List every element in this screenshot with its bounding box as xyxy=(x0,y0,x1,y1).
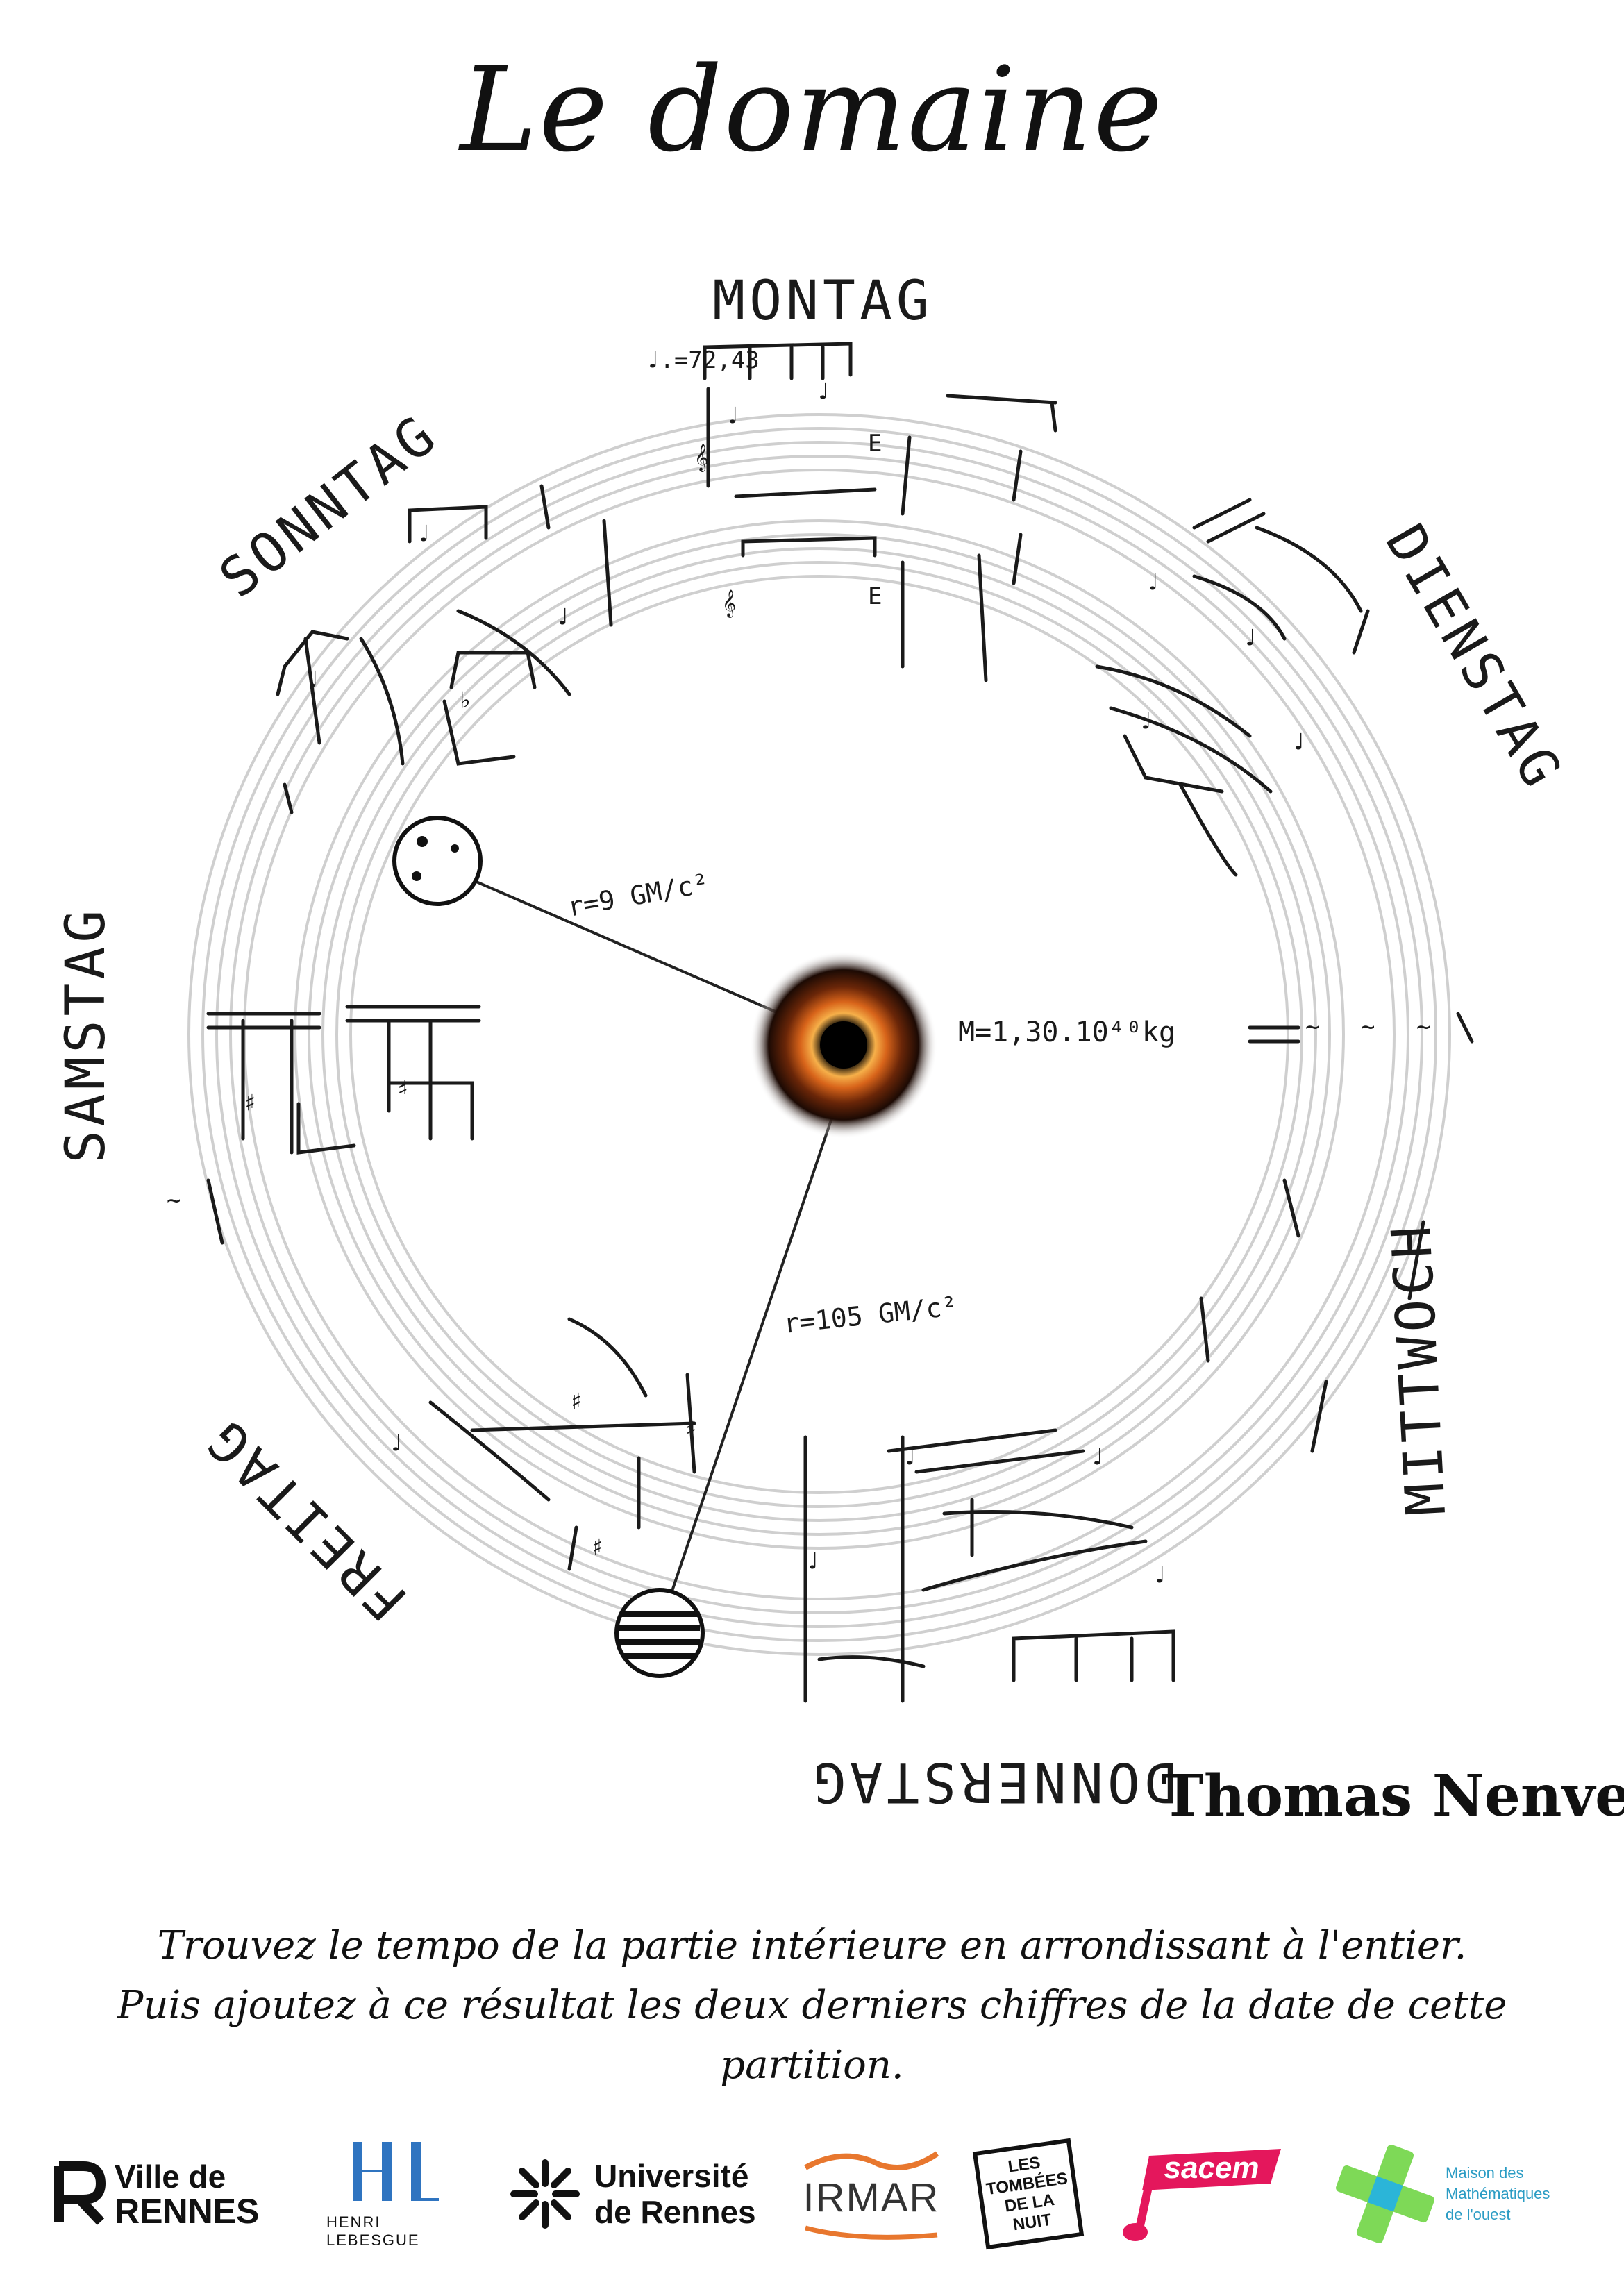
caption-line-2: Puis ajoutez à ce résultat les deux dern… xyxy=(117,1983,1507,2088)
svg-text:E: E xyxy=(868,583,882,610)
caption: Trouvez le tempo de la partie intérieure… xyxy=(42,1916,1582,2095)
logo-irmar: IRMAR xyxy=(795,2125,948,2263)
day-dienstag: DIENSTAG xyxy=(1373,514,1575,801)
svg-text:♯: ♯ xyxy=(396,1075,410,1103)
note-marks: ♩ ♩ E E 𝄞 𝄞 ♩ ♩ ♩ ♩ ~ ~ ~ ♩ ♩ ♩ ♩ ♯ ♯ ♯ ♩ ♯ ♯ ~ ♩ ♩ ♭… xyxy=(167,378,1430,1589)
logo-maison-des-mathematiques: Maison des Mathématiques de l'ouest xyxy=(1333,2125,1583,2263)
svg-text:♩: ♩ xyxy=(903,1443,916,1471)
svg-text:♩: ♩ xyxy=(555,603,569,631)
day-mittwoch: MITTWOCH xyxy=(1380,1220,1458,1517)
signature: Thomas Nenvet xyxy=(1162,1763,1624,1829)
svg-text:♩: ♩ xyxy=(726,402,739,430)
svg-text:♩: ♩ xyxy=(1090,1443,1104,1471)
svg-text:♯: ♯ xyxy=(684,1416,698,1443)
svg-text:~: ~ xyxy=(1361,1013,1375,1041)
svg-text:♩: ♩ xyxy=(1146,569,1160,596)
outer-orbiter xyxy=(614,1588,705,1678)
svg-text:♩: ♩ xyxy=(1243,624,1257,652)
logo-ville-de-rennes: Ville de RENNES xyxy=(52,2125,281,2263)
outer-radius-label: r=105 GM/c² xyxy=(782,1291,959,1339)
svg-text:♩: ♩ xyxy=(1139,707,1153,735)
inner-staff xyxy=(294,519,1345,1550)
sponsor-logos: Ville de RENNES HENRI LEBESGUE Universit… xyxy=(0,2125,1624,2263)
svg-text:𝄞: 𝄞 xyxy=(694,444,708,472)
logo-sacem: sacem xyxy=(1121,2125,1302,2263)
universite-star-icon xyxy=(510,2159,580,2229)
inner-radius-line xyxy=(444,866,789,1019)
svg-text:Thomas Nenvet: Thomas Nenvet xyxy=(1162,1763,1624,1829)
svg-text:♩: ♩ xyxy=(1291,728,1305,756)
day-freitag: FREITAG xyxy=(194,1406,420,1632)
svg-text:♩: ♩ xyxy=(816,378,830,405)
svg-text:♭: ♭ xyxy=(458,687,472,714)
svg-text:𝄞: 𝄞 xyxy=(722,589,736,618)
day-donnerstag: DONNERSTAG xyxy=(809,1750,1177,1813)
svg-text:♩: ♩ xyxy=(389,1430,403,1457)
lebesgue-mark-icon xyxy=(353,2142,439,2201)
outer-radius-line xyxy=(662,1082,845,1618)
svg-text:♩: ♩ xyxy=(305,666,319,694)
irmar-wave-icon xyxy=(804,2151,939,2170)
black-hole-image xyxy=(750,951,937,1139)
logo-universite-de-rennes: Université de Rennes xyxy=(507,2125,771,2263)
inner-radius-label: r=9 GM/c² xyxy=(565,868,711,923)
irmar-wave-bottom-icon xyxy=(805,2225,938,2240)
svg-text:♯: ♯ xyxy=(569,1388,583,1416)
svg-text:♩: ♩ xyxy=(1153,1561,1166,1589)
day-montag: MONTAG xyxy=(712,270,933,333)
sacem-note-icon: sacem xyxy=(1123,2149,1281,2241)
circular-score: ♩ ♩ E E 𝄞 𝄞 ♩ ♩ ♩ ♩ ~ ~ ~ ♩ ♩ ♩ ♩ ♯ ♯ ♯ ♩ ♯ ♯ ~ ♩ ♩ ♭… xyxy=(55,270,1624,1829)
caption-line-1: Trouvez le tempo de la partie intérieure… xyxy=(157,1923,1467,1968)
mass-label: M=1,30.10⁴⁰kg xyxy=(958,1016,1175,1048)
day-samstag: SAMSTAG xyxy=(55,906,117,1164)
mmo-cross-icon xyxy=(1336,2145,1434,2243)
inner-orbiter xyxy=(392,816,483,906)
svg-text:~: ~ xyxy=(167,1187,181,1214)
svg-text:♩: ♩ xyxy=(417,520,430,548)
svg-text:E: E xyxy=(868,430,882,458)
svg-text:sacem: sacem xyxy=(1164,2151,1259,2185)
musical-notation xyxy=(206,342,1474,1703)
svg-text:~: ~ xyxy=(1305,1013,1319,1041)
tempo-marking: ♩.=72,43 xyxy=(646,346,760,374)
rennes-r-icon xyxy=(54,2161,106,2225)
svg-text:♯: ♯ xyxy=(243,1089,257,1117)
svg-text:♩: ♩ xyxy=(805,1548,819,1575)
page-title: Le domaine xyxy=(460,42,1164,178)
svg-text:♯: ♯ xyxy=(590,1534,604,1561)
logo-henri-lebesgue: HENRI LEBESGUE xyxy=(326,2125,458,2263)
svg-text:~: ~ xyxy=(1416,1013,1430,1041)
logo-les-tombees-de-la-nuit: LES TOMBÉES DE LA NUIT xyxy=(972,2125,1085,2263)
